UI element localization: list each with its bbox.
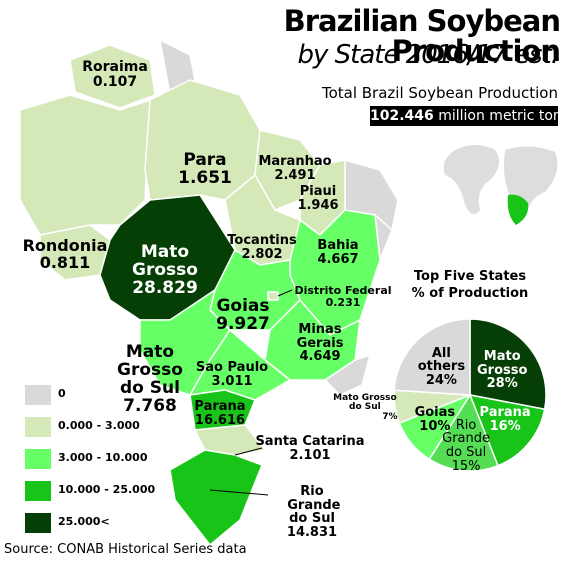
pie-slice xyxy=(469,318,547,411)
total-label: Total Brazil Soybean Production xyxy=(321,84,558,102)
state-name: Distrito Federal xyxy=(294,284,392,297)
state-value: 4.667 xyxy=(317,252,359,267)
pie-label: All others xyxy=(417,345,466,375)
state-shape xyxy=(267,291,279,301)
state-shape xyxy=(19,94,151,236)
state-value: 2.802 xyxy=(241,247,283,262)
state-name: Rondonia xyxy=(22,236,108,255)
state-name: Santa Catarina xyxy=(255,434,365,449)
state-value: 0.231 xyxy=(325,296,361,309)
state-name: Sao Paulo xyxy=(195,360,269,375)
total-value: 102.446 xyxy=(370,108,434,124)
world-inset xyxy=(443,145,558,225)
pie-value: 24% xyxy=(425,372,457,388)
total-unit: million metric tons xyxy=(438,108,563,124)
state-name: Maranhao xyxy=(258,154,332,169)
leader-line xyxy=(277,289,293,297)
state-name: Mato Grosso xyxy=(132,242,198,280)
state-name: Parana xyxy=(194,399,246,414)
legend-label: 0 xyxy=(58,387,66,400)
state-value: 16.616 xyxy=(194,413,246,428)
leader-line xyxy=(209,489,269,496)
state-value: 28.829 xyxy=(132,278,198,298)
state-name: Tocantins xyxy=(227,233,297,248)
state-name: Roraima xyxy=(82,59,148,75)
legend-swatch xyxy=(25,385,51,405)
state-shape xyxy=(169,449,263,547)
legend-swatch xyxy=(25,417,51,437)
pie-label: Mato Grosso do Sul xyxy=(333,392,397,413)
pie-value: 28% xyxy=(486,376,518,392)
state-value: 2.491 xyxy=(274,168,316,183)
state-name: Bahia xyxy=(317,238,359,253)
state-value: 4.649 xyxy=(299,349,341,364)
state-value: 3.011 xyxy=(211,374,253,389)
legend-label: 3.000 - 10.000 xyxy=(58,451,148,464)
pie-slice xyxy=(468,394,546,467)
state-name: Rio Grande do Sul xyxy=(287,484,341,527)
state-value: 9.927 xyxy=(216,314,270,334)
pie-label: Parana xyxy=(479,405,531,421)
state-shape xyxy=(69,44,156,109)
pie-label: Goias xyxy=(414,405,456,421)
legend-swatch xyxy=(25,449,51,469)
total-box: 102.446 million metric tons xyxy=(370,106,563,126)
title: Brazilian Soybean Production xyxy=(283,4,561,69)
pie-value: 15% xyxy=(451,458,481,474)
state-value: 2.101 xyxy=(289,448,331,463)
state-value: 7.768 xyxy=(123,396,177,416)
state-name: Minas Gerais xyxy=(296,322,344,351)
pie-value: 7% xyxy=(382,411,398,422)
pie-slice xyxy=(393,318,471,396)
pie-label: Mato Grosso xyxy=(476,349,528,378)
state-name: Goias xyxy=(216,296,270,316)
subtitle: by State 2016/17 est. xyxy=(297,40,559,70)
pie-title: Top Five States xyxy=(413,269,527,284)
leader-line xyxy=(234,447,263,456)
legend-swatch xyxy=(25,513,51,533)
pie-value: 10% xyxy=(419,419,451,435)
state-name: Mato Grosso do Sul xyxy=(117,342,183,398)
legend-label: 0.000 - 3.000 xyxy=(58,419,140,432)
state-value: 0.811 xyxy=(39,253,91,272)
pie-slice xyxy=(428,393,499,472)
state-value: 0.107 xyxy=(92,74,138,90)
state-name: Piaui xyxy=(299,184,337,199)
state-shape xyxy=(193,424,267,456)
pie-value: 16% xyxy=(489,419,521,435)
legend-swatch xyxy=(25,481,51,501)
state-name: Para xyxy=(183,150,227,170)
state-value: 1.946 xyxy=(297,198,339,213)
legend-label: 10.000 - 25.000 xyxy=(58,483,156,496)
state-value: 1.651 xyxy=(178,168,232,188)
pie-label: Rio Grande do Sul xyxy=(442,417,490,460)
pie-subtitle: % of Production xyxy=(411,286,529,301)
state-shape xyxy=(189,389,256,431)
state-value: 14.831 xyxy=(286,525,338,540)
legend-label: 25.000< xyxy=(58,515,110,528)
source: Source: CONAB Historical Series data xyxy=(4,542,247,557)
